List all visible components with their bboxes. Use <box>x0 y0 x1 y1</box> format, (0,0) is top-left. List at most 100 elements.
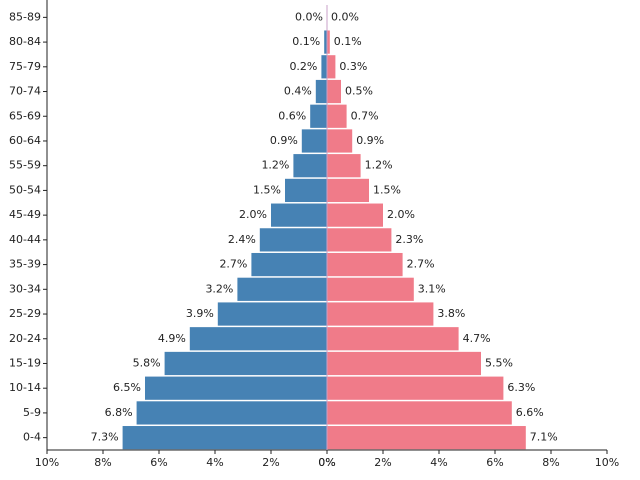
y-tick-label: 5-9 <box>23 406 41 419</box>
value-label: 0.0% <box>331 10 359 23</box>
bar <box>327 203 383 227</box>
y-tick-label: 60-64 <box>9 134 41 147</box>
bar <box>327 426 526 450</box>
bar <box>327 351 481 376</box>
x-tick-label: 10% <box>35 456 59 469</box>
bar <box>327 154 361 178</box>
y-tick-label: 35-39 <box>9 258 41 271</box>
value-label: 0.9% <box>356 134 384 147</box>
bar <box>310 104 327 128</box>
value-label: 6.5% <box>113 381 141 394</box>
value-label: 6.3% <box>507 381 535 394</box>
bar <box>327 252 403 277</box>
value-label: 7.1% <box>530 431 558 444</box>
bar <box>315 79 327 104</box>
bar <box>271 203 327 227</box>
value-label: 3.2% <box>205 282 233 295</box>
y-tick-label: 65-69 <box>9 109 41 122</box>
value-label: 2.7% <box>219 258 247 271</box>
x-tick-label: 2% <box>374 456 391 469</box>
value-label: 2.3% <box>395 233 423 246</box>
value-label: 4.7% <box>463 332 491 345</box>
bar <box>321 55 327 79</box>
value-label: 1.2% <box>365 159 393 172</box>
bar <box>327 178 369 203</box>
y-tick-label: 15-19 <box>9 356 41 369</box>
y-tick-label: 50-54 <box>9 183 41 196</box>
bar <box>327 376 504 400</box>
bar <box>217 302 327 326</box>
value-label: 0.7% <box>351 109 379 122</box>
y-tick-label: 85-89 <box>9 10 41 23</box>
bar <box>327 277 414 301</box>
x-tick-label: 8% <box>542 456 559 469</box>
y-tick-label: 0-4 <box>23 431 41 444</box>
value-label: 3.9% <box>186 307 214 320</box>
bar <box>327 401 512 425</box>
y-tick-label: 10-14 <box>9 381 41 394</box>
value-label: 1.2% <box>261 159 289 172</box>
value-label: 6.6% <box>516 406 544 419</box>
value-label: 6.8% <box>105 406 133 419</box>
value-label: 0.2% <box>289 60 317 73</box>
value-label: 0.1% <box>292 35 320 48</box>
value-label: 0.3% <box>339 60 367 73</box>
bar <box>327 79 341 104</box>
bar <box>164 351 327 376</box>
bar <box>237 277 327 301</box>
bar <box>327 228 392 252</box>
y-tick-label: 25-29 <box>9 307 41 320</box>
y-tick-label: 30-34 <box>9 282 41 295</box>
bar <box>293 154 327 178</box>
value-label: 2.0% <box>387 208 415 221</box>
value-label: 0.6% <box>278 109 306 122</box>
bar <box>136 401 327 425</box>
bar <box>327 327 459 351</box>
y-tick-label: 20-24 <box>9 332 41 345</box>
bar <box>327 30 330 54</box>
value-label: 5.5% <box>485 356 513 369</box>
x-tick-label: 8% <box>94 456 111 469</box>
bar <box>327 129 353 153</box>
bar <box>327 55 336 79</box>
value-label: 0.1% <box>334 35 362 48</box>
value-label: 0.4% <box>284 85 312 98</box>
value-label: 1.5% <box>373 183 401 196</box>
y-tick-label: 55-59 <box>9 159 41 172</box>
value-label: 1.5% <box>253 183 281 196</box>
bar <box>327 302 434 326</box>
value-label: 0.5% <box>345 85 373 98</box>
x-tick-label: 0% <box>318 456 335 469</box>
x-tick-label: 10% <box>595 456 619 469</box>
bar <box>122 426 327 450</box>
value-label: 5.8% <box>133 356 161 369</box>
value-label: 4.9% <box>158 332 186 345</box>
bar <box>324 30 327 54</box>
x-tick-label: 4% <box>206 456 223 469</box>
value-label: 3.8% <box>437 307 465 320</box>
y-tick-label: 70-74 <box>9 85 41 98</box>
value-label: 2.0% <box>239 208 267 221</box>
y-tick-label: 45-49 <box>9 208 41 221</box>
bar <box>145 376 327 400</box>
x-tick-label: 6% <box>486 456 503 469</box>
value-label: 0.0% <box>295 10 323 23</box>
bar <box>327 104 347 128</box>
bar <box>259 228 327 252</box>
value-label: 0.9% <box>270 134 298 147</box>
value-label: 2.4% <box>228 233 256 246</box>
value-label: 7.3% <box>91 431 119 444</box>
y-tick-label: 80-84 <box>9 35 41 48</box>
x-tick-label: 0% <box>318 456 335 469</box>
bar <box>301 129 327 153</box>
x-tick-label: 2% <box>262 456 279 469</box>
value-label: 2.7% <box>407 258 435 271</box>
x-tick-label: 4% <box>430 456 447 469</box>
bar <box>189 327 327 351</box>
value-label: 3.1% <box>418 282 446 295</box>
y-tick-label: 40-44 <box>9 233 41 246</box>
bar <box>285 178 327 203</box>
x-tick-label: 6% <box>150 456 167 469</box>
bar <box>251 252 327 277</box>
